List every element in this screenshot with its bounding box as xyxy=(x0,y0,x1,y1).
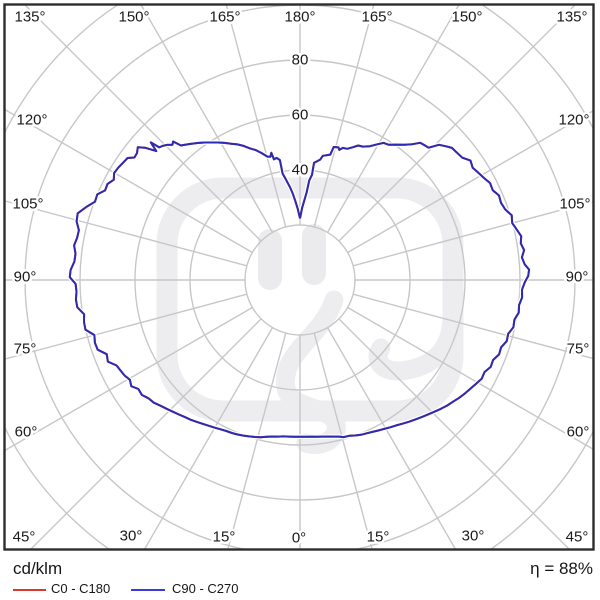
grid-spoke-150 xyxy=(326,4,461,233)
grid-spoke-240 xyxy=(4,108,253,254)
angle-label-0: 135° xyxy=(14,9,45,26)
intensity-curves xyxy=(67,139,532,440)
legend-swatch-c90-c270 xyxy=(131,589,165,591)
angle-label-4: 165° xyxy=(361,9,392,26)
efficiency-label: η = 88% xyxy=(530,559,593,578)
grid-spoke-225 xyxy=(23,4,262,242)
grid-spoke-210 xyxy=(139,4,274,233)
watermark-cord xyxy=(276,290,346,454)
plot-border xyxy=(3,3,595,551)
legend-swatch-c0-c180 xyxy=(13,589,46,591)
grid-spoke-75 xyxy=(352,293,594,360)
grid-spoke-315 xyxy=(29,318,262,550)
angle-label-8: 105° xyxy=(12,196,43,213)
angle-label-17: 60° xyxy=(567,424,590,441)
grid-spoke-30 xyxy=(326,327,457,550)
angle-label-13: 120° xyxy=(558,112,589,129)
angle-label-16: 75° xyxy=(567,341,590,358)
angle-label-5: 150° xyxy=(451,9,482,26)
angle-label-23: 30° xyxy=(462,528,485,545)
angle-label-7: 120° xyxy=(16,112,47,129)
grid-spoke-45 xyxy=(338,318,571,550)
axis-labels: 40 60 80 135° 150° 165° 180° 165° 150° 135° 120° 10… xyxy=(10,6,593,549)
grid-spoke-300 xyxy=(4,306,253,452)
angle-label-1: 150° xyxy=(118,9,149,26)
curve-c90-c270 xyxy=(68,140,531,439)
angle-label-14: 105° xyxy=(559,196,590,213)
angle-label-22: 15° xyxy=(367,529,390,546)
grid-spoke-345 xyxy=(226,332,287,550)
radius-tick-40: 40 xyxy=(292,162,309,179)
grid-spoke-255 xyxy=(4,199,248,267)
grid-spoke-165 xyxy=(313,4,375,228)
angle-label-9: 90° xyxy=(14,269,37,286)
grid-spoke-60 xyxy=(347,306,594,451)
grid-spoke-330 xyxy=(143,327,274,550)
angle-label-15: 90° xyxy=(566,269,589,286)
angle-label-2: 165° xyxy=(209,9,240,26)
grid-spoke-195 xyxy=(225,4,287,228)
watermark-plug-pin xyxy=(302,224,326,285)
radius-tick-80: 80 xyxy=(292,52,309,69)
grid-spoke-105 xyxy=(352,200,594,267)
legend-label-c90-c270: C90 - C270 xyxy=(172,581,239,596)
angle-label-12: 45° xyxy=(13,529,36,546)
unit-label: cd/klm xyxy=(13,559,63,578)
radius-tick-60: 60 xyxy=(292,107,309,124)
angle-label-19: 30° xyxy=(120,528,143,545)
grid-spoke-120 xyxy=(347,109,594,254)
angle-label-11: 60° xyxy=(15,424,38,441)
grid-spoke-285 xyxy=(4,293,248,361)
watermark-plug-pin xyxy=(258,229,282,290)
grid-spoke-15 xyxy=(313,332,374,550)
legend-label-c0-c180: C0 - C180 xyxy=(51,581,111,596)
angle-label-10: 75° xyxy=(14,341,37,358)
angle-label-18: 45° xyxy=(566,529,589,546)
angle-label-3: 180° xyxy=(284,9,315,26)
angle-label-21: 0° xyxy=(292,530,306,547)
angle-label-20: 15° xyxy=(213,529,236,546)
angle-label-6: 135° xyxy=(556,9,587,26)
grid-spoke-135 xyxy=(338,4,577,242)
